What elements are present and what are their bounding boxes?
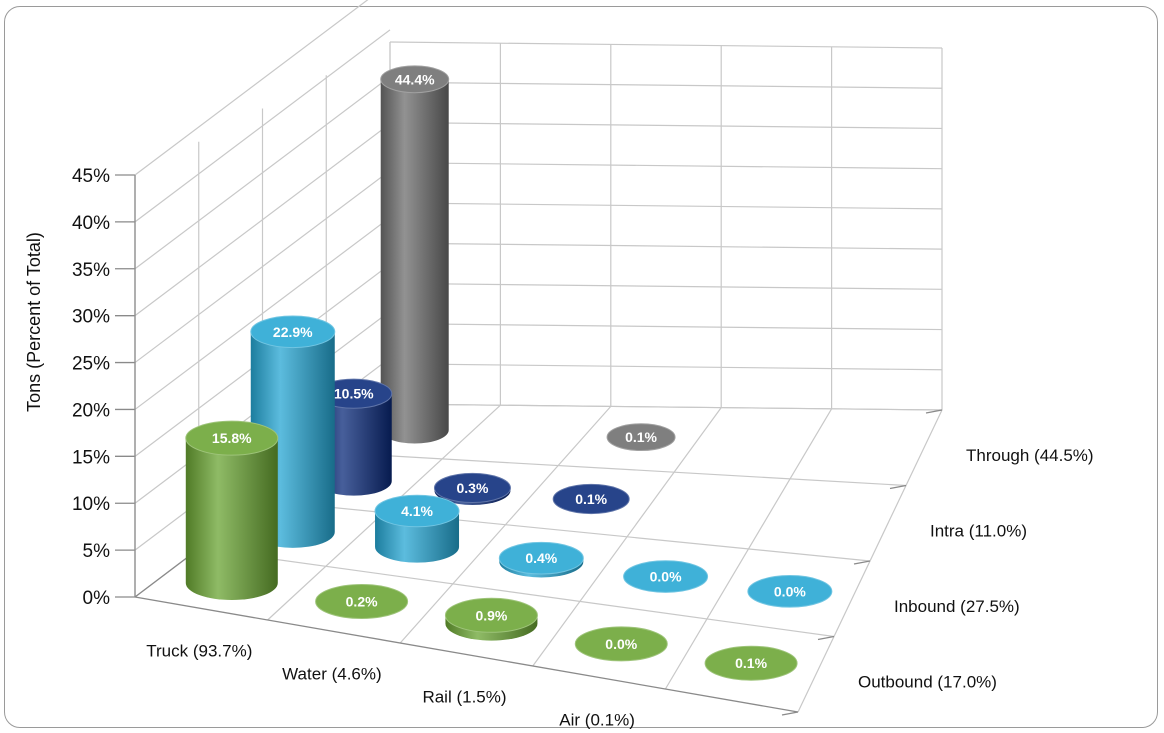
cylinder: 0.2% [315, 583, 409, 619]
y-axis-label: Tons (Percent of Total) [24, 232, 44, 412]
series-label: Intra (11.0%) [930, 521, 1027, 540]
category-label: Rail (1.5%) [422, 688, 506, 707]
data-label: 0.3% [457, 480, 489, 496]
depth-series-labels: Outbound (17.0%) Inbound (27.5%) Intra (11… [858, 446, 1094, 692]
data-label: 0.0% [605, 636, 637, 652]
data-label: 22.9% [273, 324, 313, 340]
cylinder: 0.0% [747, 575, 833, 608]
series-label: Through (44.5%) [966, 446, 1094, 465]
cylinder: 0.1% [552, 483, 630, 515]
y-tick-label: 25% [72, 354, 110, 375]
cylinder-top [552, 483, 630, 515]
data-label: 0.1% [575, 491, 607, 507]
cylinders: 44.4% 0.1% 10.5% 0.3% 0.1% 22.9% 4.1% 0.4% 0.0% 0… [185, 65, 833, 681]
data-label: 0.0% [774, 583, 806, 599]
cylinder: 0.0% [574, 626, 668, 662]
cylinder-top [747, 575, 833, 608]
cylinder-top [444, 597, 538, 633]
data-label: 0.1% [625, 429, 657, 445]
y-tick-label: 30% [72, 307, 110, 328]
cylinder: 0.4% [498, 541, 584, 578]
y-tick-label: 0% [83, 588, 111, 609]
cylinder-top [315, 583, 409, 619]
data-label: 15.8% [212, 430, 252, 446]
cylinder-top [374, 494, 460, 528]
category-label: Truck (93.7%) [146, 642, 252, 661]
cylinder: 0.9% [444, 597, 538, 641]
data-label: 0.1% [735, 655, 767, 671]
cylinder-top [250, 315, 336, 349]
cylinder: 44.4% [380, 65, 450, 444]
cylinder-top [380, 65, 450, 94]
cylinder-body [185, 438, 278, 601]
y-tick-label: 10% [72, 494, 110, 515]
cylinder-top [704, 645, 798, 681]
y-tick-label: 5% [83, 541, 111, 562]
cylinder: 0.1% [704, 645, 798, 681]
data-label: 10.5% [334, 386, 374, 402]
cylinder-top [606, 423, 676, 452]
category-label: Air (0.1%) [559, 711, 635, 730]
data-label: 0.4% [525, 550, 557, 566]
category-label: Water (4.6%) [282, 665, 382, 684]
cylinder-top [623, 560, 709, 593]
category-labels: Truck (93.7%) Water (4.6%) Rail (1.5%) Air … [146, 642, 635, 730]
data-label: 0.2% [346, 593, 378, 609]
data-label: 0.0% [650, 569, 682, 585]
data-label: 44.4% [395, 71, 435, 87]
cylinder-top [433, 472, 511, 504]
cylinder: 4.1% [374, 494, 460, 563]
cylinder-top [574, 626, 668, 662]
y-tick-label: 40% [72, 213, 110, 234]
cylinder: 0.0% [623, 560, 709, 593]
y-tick-label: 45% [72, 166, 110, 187]
cylinder: 0.3% [433, 472, 511, 506]
cylinder-top [498, 541, 584, 575]
y-tick-label: 35% [72, 260, 110, 281]
cylinder: 15.8% [185, 420, 279, 601]
cylinder: 0.1% [606, 423, 676, 452]
y-tick-labels: 0% 5% 10% 15% 20% 25% 30% 35% 40% 45% [72, 166, 110, 609]
data-label: 4.1% [401, 503, 433, 519]
series-label: Outbound (17.0%) [858, 672, 997, 691]
y-tick-label: 15% [72, 447, 110, 468]
series-label: Inbound (27.5%) [894, 597, 1020, 616]
y-tick-label: 20% [72, 400, 110, 421]
cylinder-body [380, 79, 449, 444]
data-label: 0.9% [475, 607, 507, 623]
cylinder-top [185, 420, 279, 456]
